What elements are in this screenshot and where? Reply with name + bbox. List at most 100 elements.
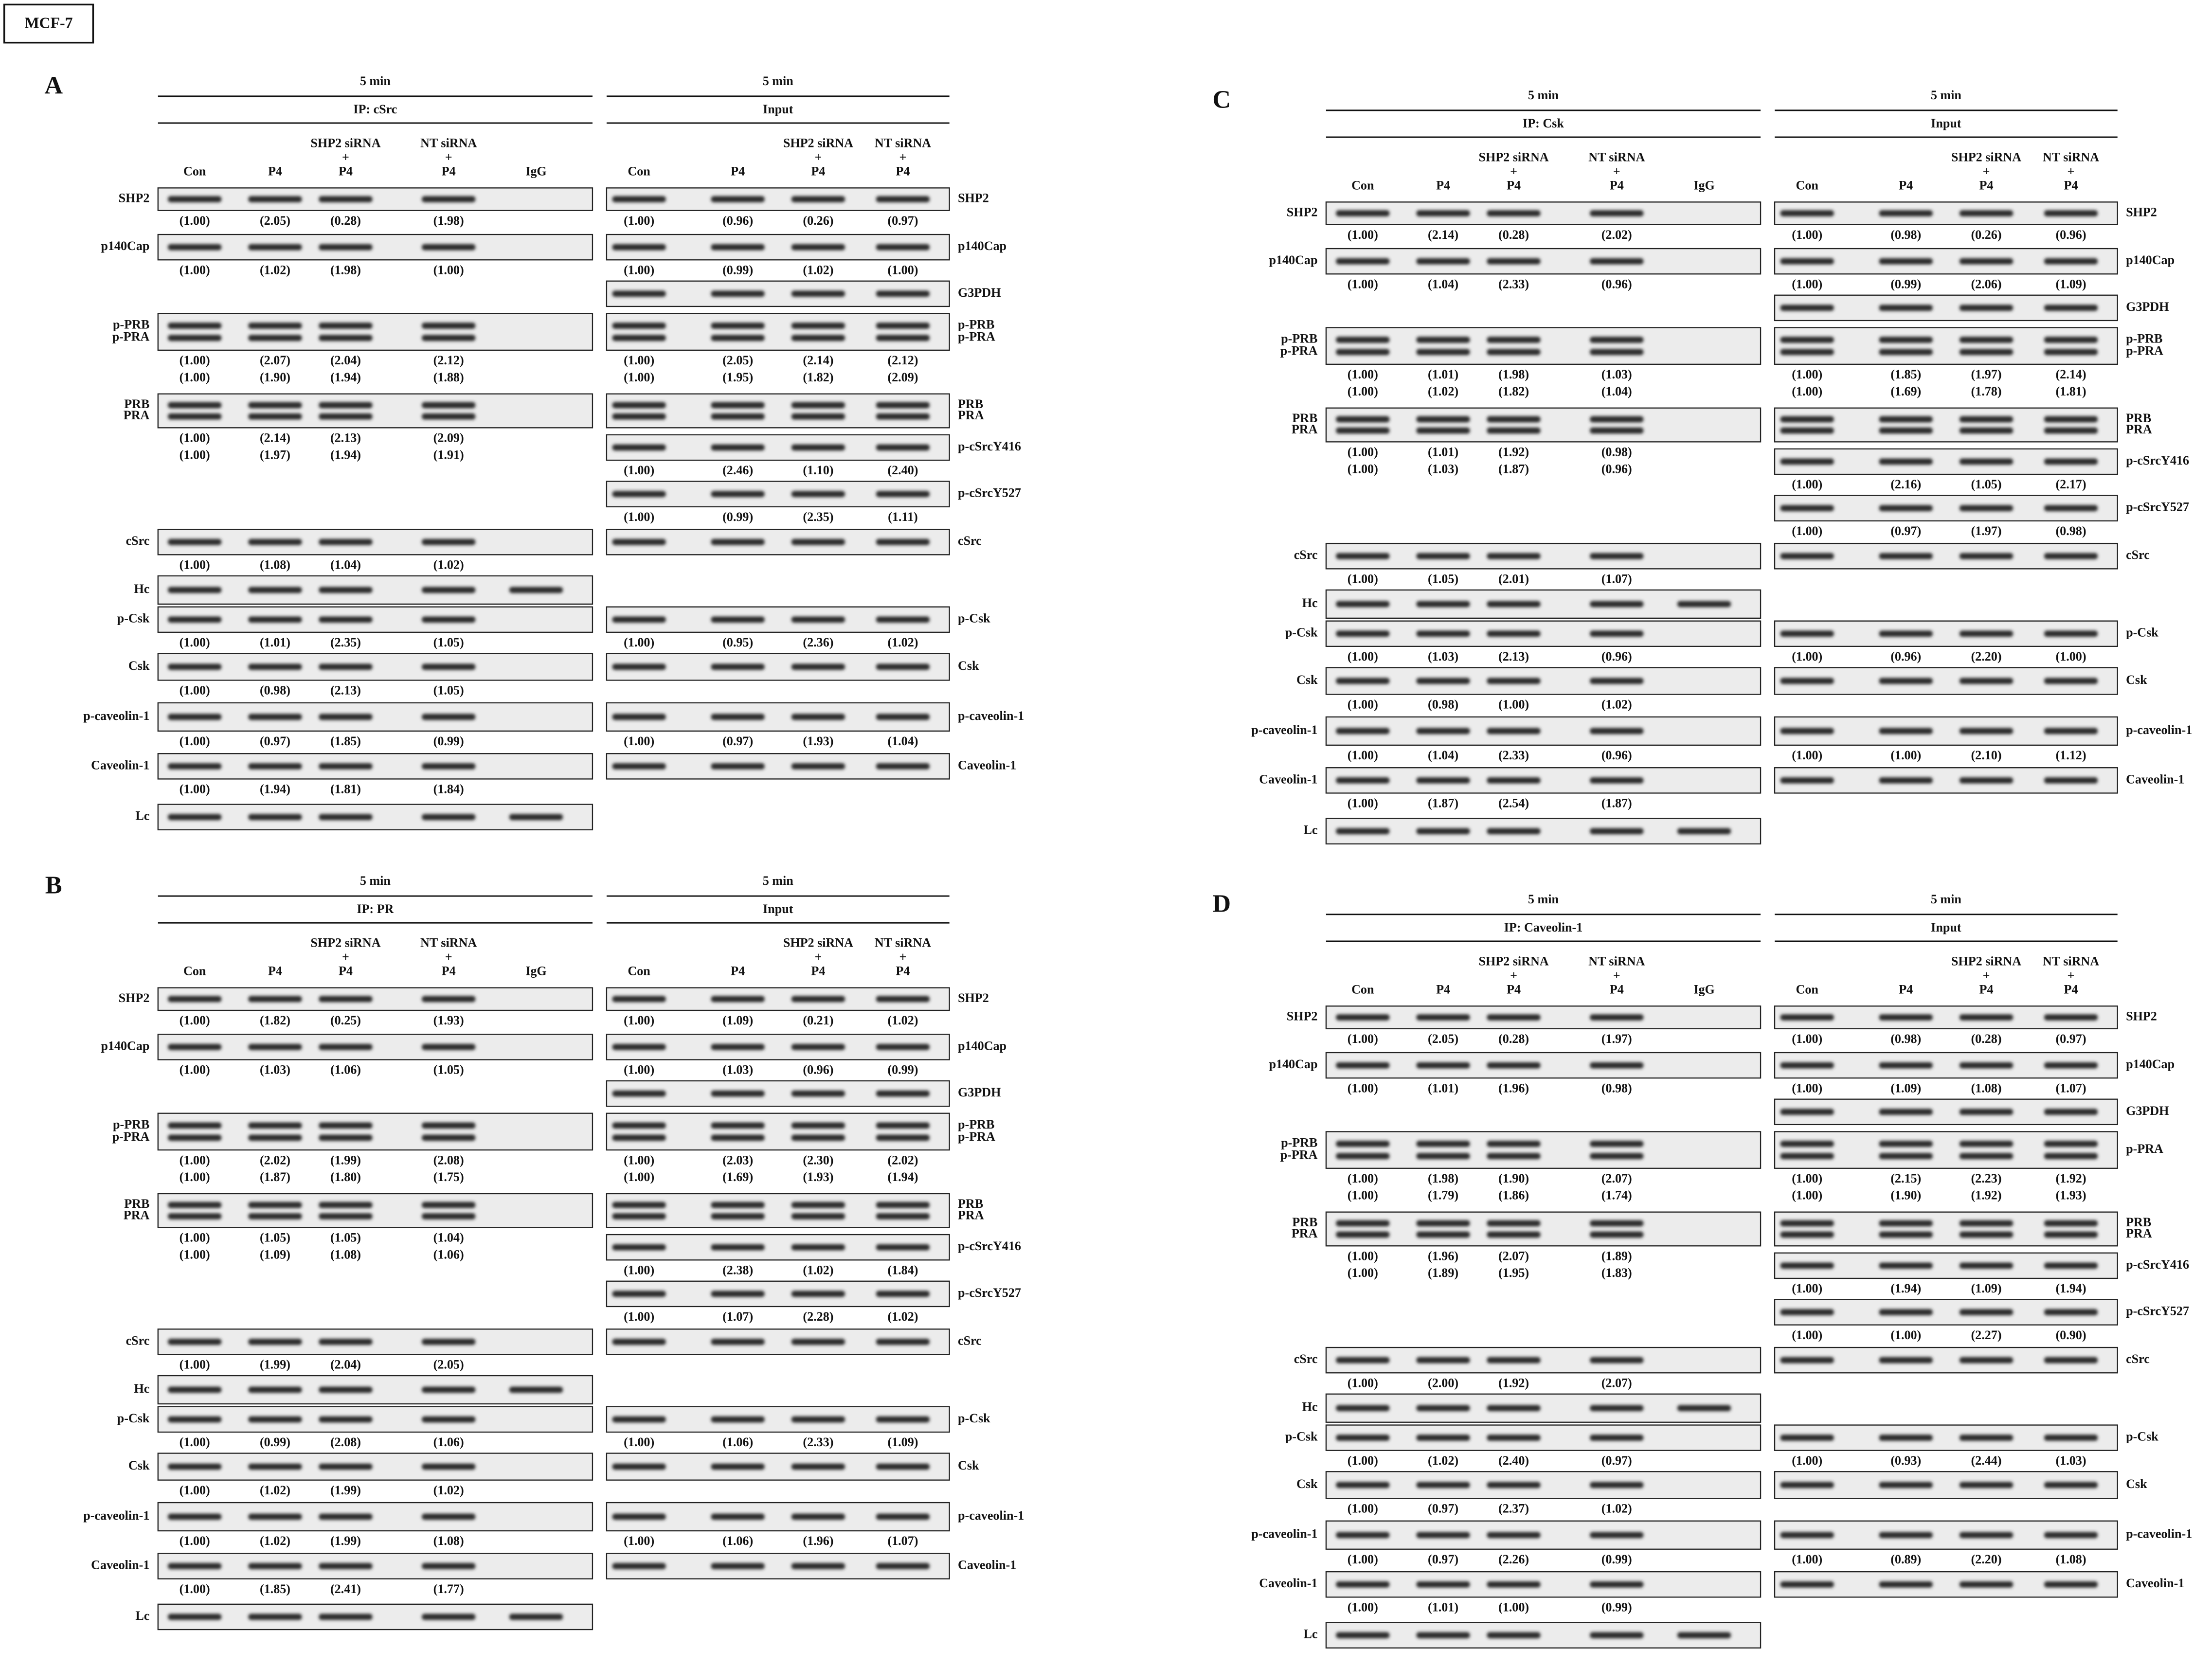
band (791, 1244, 845, 1251)
quant-value: (1.05) (260, 1231, 290, 1245)
quant-value: (1.89) (1601, 1249, 1632, 1263)
band (876, 491, 930, 498)
protein-label: p-PRB (113, 318, 149, 332)
band (1590, 728, 1644, 735)
quant-value: (2.08) (433, 1153, 464, 1167)
band (1487, 427, 1541, 434)
band (1487, 1405, 1541, 1412)
quant-value: (1.99) (330, 1483, 361, 1497)
quant-value: (1.93) (2056, 1188, 2086, 1202)
protein-label: p-PRB (1281, 1135, 1317, 1149)
protein-label: p-caveolin-1 (2126, 723, 2192, 737)
band (791, 1122, 845, 1129)
band (1487, 1153, 1541, 1160)
band (319, 1044, 373, 1050)
quant-value: (1.07) (2056, 1081, 2086, 1095)
lane-label: P4 (896, 164, 910, 178)
blot-box (157, 1034, 593, 1060)
band (1416, 1482, 1470, 1489)
protein-label: PRB (1292, 1215, 1317, 1229)
band (319, 714, 373, 720)
band (248, 196, 302, 202)
quant-value: (2.04) (330, 353, 361, 367)
quant-value: (1.87) (1498, 462, 1529, 476)
lane-label: Con (1796, 178, 1819, 192)
protein-label: p140Cap (1269, 253, 1317, 267)
quant-value: (1.03) (1428, 462, 1458, 476)
quant-value: (0.97) (722, 734, 753, 748)
band (1416, 601, 1470, 608)
band (1416, 1405, 1470, 1412)
band (1959, 1141, 2014, 1147)
protein-label: Csk (1296, 1477, 1318, 1491)
lane-label: NT siRNA (2043, 150, 2099, 164)
quant-value: (1.94) (2056, 1281, 2086, 1295)
quant-value: (2.07) (260, 353, 290, 367)
band (612, 1044, 666, 1050)
quant-value: (2.26) (1498, 1552, 1529, 1566)
band (612, 244, 666, 251)
quant-value: (0.98) (1601, 445, 1632, 459)
blot-box (1325, 1211, 1762, 1247)
band (1879, 1581, 1933, 1588)
quant-value: (1.10) (803, 463, 833, 477)
band (1336, 210, 1390, 216)
band (1780, 1153, 1834, 1160)
band (248, 1134, 302, 1141)
band (1959, 258, 2014, 265)
band (1590, 416, 1644, 423)
band (791, 714, 845, 720)
quant-value: (1.03) (722, 1063, 753, 1077)
band (2044, 337, 2098, 343)
protein-label: PRB (1292, 411, 1317, 425)
quant-value: (1.00) (1348, 1552, 1378, 1566)
quant-value: (1.81) (330, 782, 361, 796)
band (711, 616, 765, 623)
band (319, 664, 373, 670)
band (1416, 678, 1470, 684)
band (612, 996, 666, 1003)
band (1879, 1482, 1933, 1489)
band (319, 323, 373, 329)
band (422, 714, 476, 720)
quant-value: (1.89) (1428, 1266, 1458, 1280)
band (319, 1386, 373, 1393)
band (1959, 1014, 2014, 1021)
band (1336, 777, 1390, 784)
lane-label: SHP2 siRNA (783, 936, 853, 950)
lane-label: + (2068, 164, 2075, 178)
protein-label: p-cSrcY416 (958, 439, 1021, 453)
quant-value: (1.06) (330, 1063, 361, 1077)
band (1487, 1014, 1541, 1021)
band (1590, 427, 1644, 434)
band (2044, 1357, 2098, 1363)
lane-label: P4 (268, 964, 282, 978)
blot-box (606, 393, 950, 429)
band (1416, 630, 1470, 637)
band (711, 714, 765, 720)
quant-value: (1.01) (1428, 367, 1458, 381)
band (319, 1416, 373, 1423)
protein-label: p-PRA (1280, 1148, 1318, 1162)
band (1590, 828, 1644, 835)
band (791, 996, 845, 1003)
quant-value: (1.99) (330, 1153, 361, 1167)
quant-value: (1.02) (433, 1483, 464, 1497)
protein-label: cSrc (1294, 1352, 1318, 1366)
quant-value: (0.97) (887, 214, 918, 228)
band (248, 1213, 302, 1220)
lane-label: SHP2 siRNA (1478, 954, 1548, 968)
quant-value: (1.05) (1971, 477, 2002, 491)
band (1336, 1532, 1390, 1539)
quant-value: (1.85) (1890, 367, 1921, 381)
band (319, 996, 373, 1003)
quant-value: (1.97) (1601, 1032, 1632, 1046)
quant-value: (2.10) (1971, 748, 2002, 762)
band (711, 996, 765, 1003)
quant-value: (1.02) (803, 1263, 833, 1277)
quant-value: (1.00) (1792, 477, 1822, 491)
band (319, 1513, 373, 1520)
band (319, 335, 373, 341)
band (1879, 1231, 1933, 1238)
lane-label: P4 (442, 964, 456, 978)
